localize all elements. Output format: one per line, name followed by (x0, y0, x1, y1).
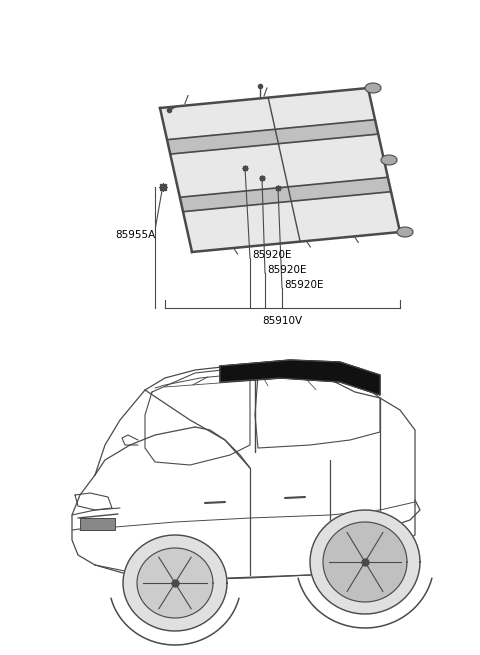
Polygon shape (167, 120, 378, 154)
Bar (80, 518, 115, 530)
Text: 85910V: 85910V (262, 316, 302, 326)
Ellipse shape (381, 155, 397, 165)
Text: 85920E: 85920E (267, 265, 307, 275)
Polygon shape (160, 88, 400, 252)
Text: 85920E: 85920E (284, 280, 324, 290)
Text: 85955A: 85955A (115, 230, 155, 240)
Polygon shape (123, 535, 227, 631)
Polygon shape (137, 548, 213, 618)
Polygon shape (180, 178, 391, 212)
Ellipse shape (365, 83, 381, 93)
Polygon shape (310, 510, 420, 614)
Ellipse shape (397, 227, 413, 237)
Polygon shape (220, 360, 380, 395)
Polygon shape (323, 522, 407, 602)
Text: 85920E: 85920E (252, 250, 291, 260)
